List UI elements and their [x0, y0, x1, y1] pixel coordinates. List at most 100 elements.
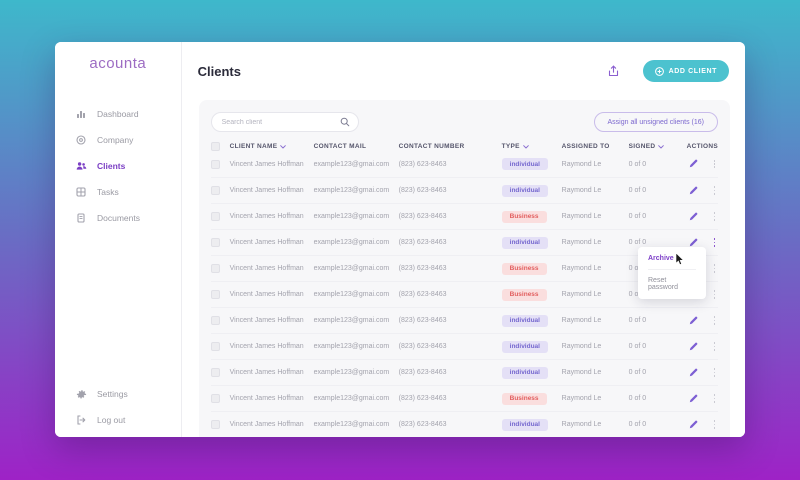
table-row[interactable]: Vincent James Hoffman example123@gmai.co…	[210, 359, 718, 385]
edit-pencil-icon[interactable]	[689, 212, 698, 221]
add-client-button[interactable]: ADD CLIENT	[642, 60, 729, 82]
row-menu-button[interactable]	[712, 288, 718, 300]
company-icon	[75, 134, 87, 146]
cell-client-name: Vincent James Hoffman	[229, 291, 304, 298]
column-header-client-name[interactable]: CLIENT NAME	[230, 143, 314, 150]
context-menu-item-archive[interactable]: Archive	[648, 255, 674, 262]
cell-contact-mail: example123@gmai.com	[313, 291, 390, 298]
cell-assigned-to: Raymond Le	[561, 213, 602, 220]
cell-assigned-to: Raymond Le	[561, 239, 602, 246]
cell-signed: 0 of 0	[628, 265, 647, 272]
table-row[interactable]: Vincent James Hoffman example123@gmai.co…	[210, 255, 718, 281]
context-menu-item-reset-password[interactable]: Reset password	[648, 277, 678, 291]
sidebar-item-label: Settings	[97, 389, 128, 399]
row-menu-button[interactable]	[712, 262, 718, 274]
cell-type: Business	[501, 210, 562, 223]
chevron-down-icon	[523, 144, 529, 149]
cell-client-name: Vincent James Hoffman	[229, 265, 304, 272]
row-checkbox[interactable]	[210, 420, 220, 429]
page-header: Clients ADD CLIENT	[182, 42, 745, 100]
cell-contact-number: (823) 623-8463	[398, 317, 447, 324]
row-menu-button[interactable]	[712, 392, 718, 404]
row-menu-button[interactable]	[712, 210, 718, 222]
type-badge: individual	[501, 314, 548, 327]
cell-actions	[687, 314, 718, 326]
cell-contact-mail: example123@gmai.com	[313, 395, 390, 402]
table-row[interactable]: Vincent James Hoffman example123@gmai.co…	[210, 281, 718, 307]
row-checkbox[interactable]	[210, 316, 220, 325]
export-icon[interactable]	[605, 62, 623, 80]
type-badge: individual	[501, 340, 548, 353]
table-row[interactable]: Vincent James Hoffman example123@gmai.co…	[210, 307, 718, 333]
cell-signed: 0 of 0	[628, 317, 647, 324]
row-checkbox[interactable]	[210, 186, 220, 195]
search-input[interactable]	[221, 118, 340, 126]
edit-pencil-icon[interactable]	[689, 342, 698, 351]
cell-contact-number: (823) 623-8463	[398, 395, 447, 402]
edit-pencil-icon[interactable]	[689, 238, 698, 247]
sidebar-item-documents[interactable]: Documents	[55, 205, 181, 231]
sidebar-bottom: Settings Log out	[55, 381, 181, 437]
main-area: Clients ADD CLIENT Assign all unsign	[181, 42, 745, 437]
table-row[interactable]: Vincent James Hoffman example123@gmai.co…	[210, 229, 718, 255]
cell-client-name: Vincent James Hoffman	[229, 160, 304, 168]
table-body: Vincent James Hoffman example123@gmai.co…	[210, 151, 718, 437]
table-row[interactable]: Vincent James Hoffman example123@gmai.co…	[210, 177, 718, 203]
column-header-type[interactable]: TYPE	[502, 143, 562, 150]
edit-pencil-icon[interactable]	[689, 316, 698, 325]
row-menu-button[interactable]	[712, 158, 718, 170]
assign-all-button[interactable]: Assign all unsigned clients (16)	[593, 112, 718, 132]
table-row[interactable]: Vincent James Hoffman example123@gmai.co…	[210, 151, 718, 177]
sidebar-item-company[interactable]: Company	[55, 127, 181, 153]
sidebar-item-dashboard[interactable]: Dashboard	[55, 101, 181, 127]
row-checkbox[interactable]	[210, 159, 220, 169]
cell-contact-number: (823) 623-8463	[398, 265, 447, 272]
edit-pencil-icon[interactable]	[689, 368, 698, 377]
row-checkbox[interactable]	[210, 238, 220, 247]
cell-signed: 0 of 0	[628, 239, 647, 246]
table-row[interactable]: Vincent James Hoffman example123@gmai.co…	[210, 203, 718, 229]
search-icon[interactable]	[340, 117, 350, 127]
cell-type: individual	[501, 418, 562, 431]
table-row[interactable]: Vincent James Hoffman example123@gmai.co…	[210, 385, 718, 411]
column-header-signed[interactable]: SIGNED	[629, 143, 687, 150]
type-badge: individual	[501, 236, 548, 249]
cell-contact-mail: example123@gmai.com	[313, 187, 390, 194]
sidebar: acounta Dashboard Company Clients	[55, 42, 182, 437]
table-row[interactable]: Vincent James Hoffman example123@gmai.co…	[210, 411, 718, 437]
type-badge: individual	[501, 418, 548, 431]
sidebar-item-clients[interactable]: Clients	[55, 153, 181, 179]
row-checkbox[interactable]	[210, 342, 220, 351]
row-checkbox[interactable]	[210, 394, 220, 403]
row-checkbox[interactable]	[210, 212, 220, 221]
sidebar-item-logout[interactable]: Log out	[55, 407, 181, 433]
edit-pencil-icon[interactable]	[689, 394, 698, 403]
cell-client-name: Vincent James Hoffman	[229, 343, 304, 350]
row-checkbox[interactable]	[210, 368, 220, 377]
row-checkbox[interactable]	[210, 290, 220, 299]
row-menu-button[interactable]	[712, 236, 718, 248]
type-badge: individual	[501, 158, 548, 170]
select-all-checkbox[interactable]	[210, 142, 220, 151]
cell-type: individual	[501, 340, 562, 353]
column-header-contact-number[interactable]: CONTACT NUMBER	[398, 143, 465, 150]
row-checkbox[interactable]	[210, 264, 220, 273]
column-header-contact-mail[interactable]: CONTACT MAIL	[313, 143, 367, 150]
cell-contact-mail: example123@gmai.com	[313, 213, 390, 220]
row-menu-button[interactable]	[712, 314, 718, 326]
add-client-label: ADD CLIENT	[668, 67, 717, 75]
row-menu-button[interactable]	[712, 184, 718, 196]
row-menu-button[interactable]	[712, 340, 718, 352]
edit-pencil-icon[interactable]	[689, 420, 698, 429]
sidebar-item-settings[interactable]: Settings	[55, 381, 181, 407]
row-menu-button[interactable]	[712, 418, 718, 430]
row-menu-button[interactable]	[712, 366, 718, 378]
edit-pencil-icon[interactable]	[689, 159, 698, 168]
sidebar-item-tasks[interactable]: Tasks	[55, 179, 181, 205]
cell-type: Business	[501, 288, 562, 301]
edit-pencil-icon[interactable]	[689, 186, 698, 195]
cell-signed: 0 of 0	[628, 160, 647, 168]
cell-signed: 0 of 0	[628, 291, 647, 298]
table-row[interactable]: Vincent James Hoffman example123@gmai.co…	[210, 333, 718, 359]
column-header-assigned-to[interactable]: ASSIGNED TO	[561, 143, 610, 150]
